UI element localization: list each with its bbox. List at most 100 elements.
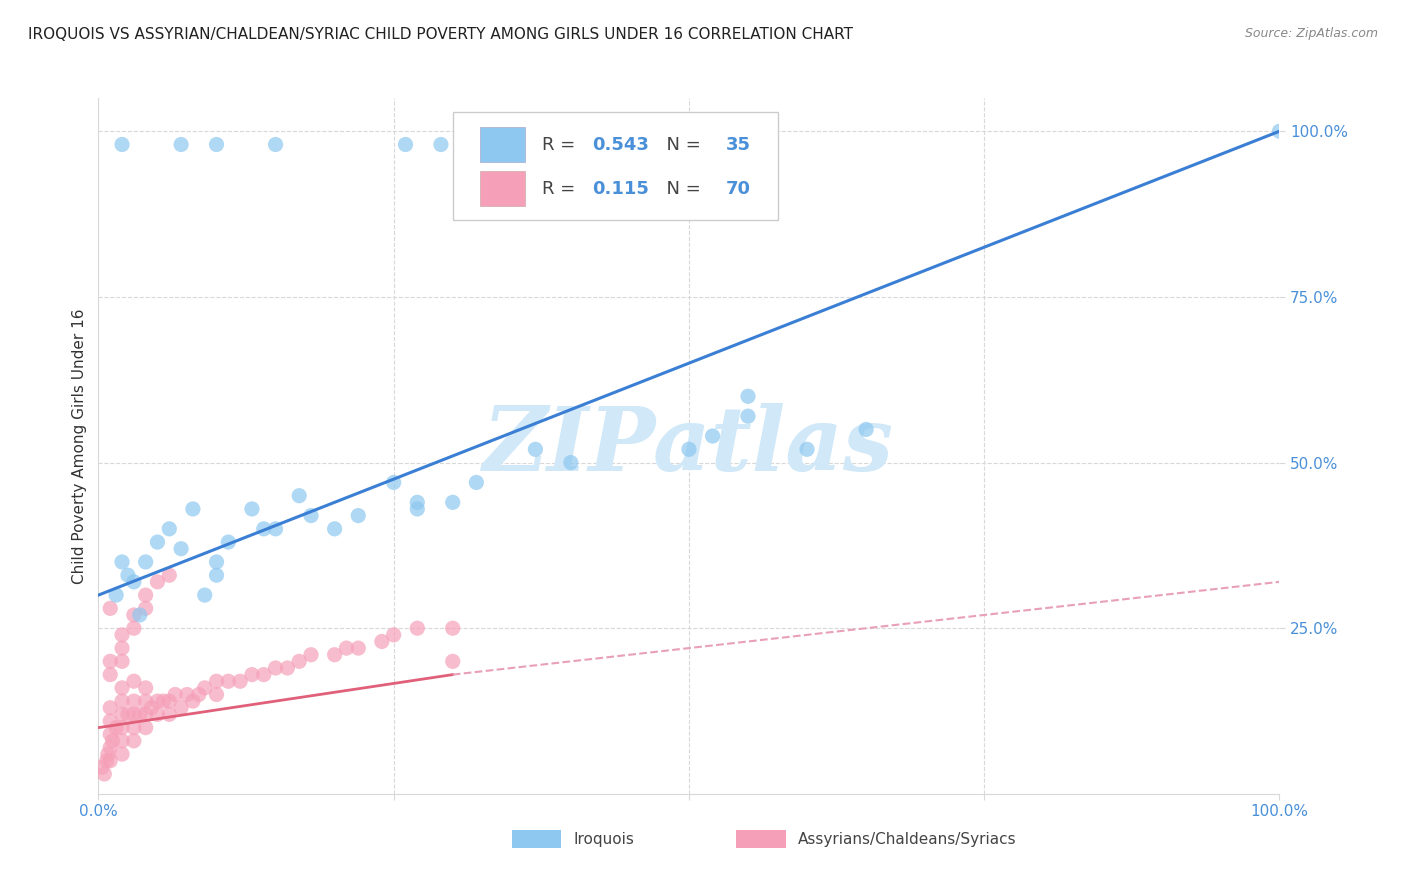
Point bbox=[288, 489, 311, 503]
Point bbox=[157, 568, 180, 582]
Point bbox=[299, 508, 322, 523]
Point bbox=[135, 588, 157, 602]
Point bbox=[98, 601, 121, 615]
Point bbox=[122, 607, 145, 622]
Point bbox=[117, 707, 139, 722]
Point bbox=[135, 721, 157, 735]
Point bbox=[240, 502, 263, 516]
Point bbox=[217, 674, 239, 689]
FancyBboxPatch shape bbox=[479, 128, 524, 162]
Text: 35: 35 bbox=[725, 136, 751, 153]
Point bbox=[146, 535, 169, 549]
Point bbox=[93, 767, 115, 781]
Point bbox=[111, 747, 134, 761]
Point bbox=[152, 694, 174, 708]
Point bbox=[737, 409, 759, 424]
Point bbox=[122, 574, 145, 589]
Point bbox=[382, 628, 405, 642]
Point bbox=[135, 707, 157, 722]
Point bbox=[122, 707, 145, 722]
Point bbox=[240, 667, 263, 681]
Point bbox=[98, 754, 121, 768]
Point bbox=[135, 601, 157, 615]
Point bbox=[146, 707, 169, 722]
Point bbox=[737, 389, 759, 403]
Text: 0.115: 0.115 bbox=[592, 179, 650, 197]
Point bbox=[165, 688, 187, 702]
Point bbox=[146, 694, 169, 708]
Text: R =: R = bbox=[543, 179, 588, 197]
Point bbox=[382, 475, 405, 490]
Point bbox=[205, 688, 228, 702]
Point bbox=[141, 700, 163, 714]
Point bbox=[111, 707, 134, 722]
Point bbox=[135, 694, 157, 708]
FancyBboxPatch shape bbox=[453, 112, 778, 220]
Point bbox=[194, 681, 217, 695]
Point bbox=[430, 137, 453, 152]
Point bbox=[560, 456, 582, 470]
Point bbox=[111, 721, 134, 735]
FancyBboxPatch shape bbox=[512, 830, 561, 847]
Point bbox=[170, 137, 193, 152]
Text: Assyrians/Chaldeans/Syriacs: Assyrians/Chaldeans/Syriacs bbox=[797, 831, 1017, 847]
Point bbox=[111, 694, 134, 708]
Point bbox=[264, 522, 287, 536]
Point bbox=[157, 707, 180, 722]
Point bbox=[111, 734, 134, 748]
Point bbox=[111, 628, 134, 642]
Point bbox=[111, 681, 134, 695]
Point bbox=[122, 734, 145, 748]
Point bbox=[181, 694, 204, 708]
FancyBboxPatch shape bbox=[479, 171, 524, 206]
Point bbox=[170, 700, 193, 714]
Point bbox=[796, 442, 818, 457]
Point bbox=[229, 674, 252, 689]
Point bbox=[111, 641, 134, 656]
Point bbox=[855, 422, 877, 436]
Text: Source: ZipAtlas.com: Source: ZipAtlas.com bbox=[1244, 27, 1378, 40]
Point bbox=[181, 502, 204, 516]
Text: N =: N = bbox=[655, 179, 706, 197]
Point bbox=[253, 667, 276, 681]
Text: Iroquois: Iroquois bbox=[574, 831, 634, 847]
Point bbox=[217, 535, 239, 549]
Point bbox=[441, 621, 464, 635]
Y-axis label: Child Poverty Among Girls Under 16: Child Poverty Among Girls Under 16 bbox=[72, 309, 87, 583]
Point bbox=[98, 740, 121, 755]
Point bbox=[105, 588, 128, 602]
Point bbox=[406, 502, 429, 516]
Point bbox=[323, 522, 346, 536]
Point bbox=[253, 522, 276, 536]
Point bbox=[111, 137, 134, 152]
Point bbox=[335, 641, 357, 656]
Point bbox=[157, 522, 180, 536]
Point bbox=[135, 681, 157, 695]
Point bbox=[323, 648, 346, 662]
Point bbox=[105, 721, 128, 735]
Point bbox=[122, 694, 145, 708]
Text: 0.543: 0.543 bbox=[592, 136, 650, 153]
Point bbox=[1268, 124, 1291, 138]
Text: IROQUOIS VS ASSYRIAN/CHALDEAN/SYRIAC CHILD POVERTY AMONG GIRLS UNDER 16 CORRELAT: IROQUOIS VS ASSYRIAN/CHALDEAN/SYRIAC CHI… bbox=[28, 27, 853, 42]
Point bbox=[187, 688, 209, 702]
Point bbox=[96, 754, 118, 768]
Point bbox=[276, 661, 298, 675]
Point bbox=[98, 654, 121, 668]
Point bbox=[194, 588, 217, 602]
FancyBboxPatch shape bbox=[737, 830, 786, 847]
Point bbox=[91, 760, 114, 774]
Point bbox=[128, 607, 150, 622]
Point bbox=[98, 727, 121, 741]
Point bbox=[524, 442, 547, 457]
Point bbox=[205, 568, 228, 582]
Text: N =: N = bbox=[655, 136, 706, 153]
Point bbox=[465, 475, 488, 490]
Point bbox=[98, 700, 121, 714]
Point bbox=[406, 621, 429, 635]
Point bbox=[122, 721, 145, 735]
Point bbox=[702, 429, 724, 443]
Point bbox=[654, 137, 676, 152]
Point bbox=[135, 555, 157, 569]
Point bbox=[111, 555, 134, 569]
